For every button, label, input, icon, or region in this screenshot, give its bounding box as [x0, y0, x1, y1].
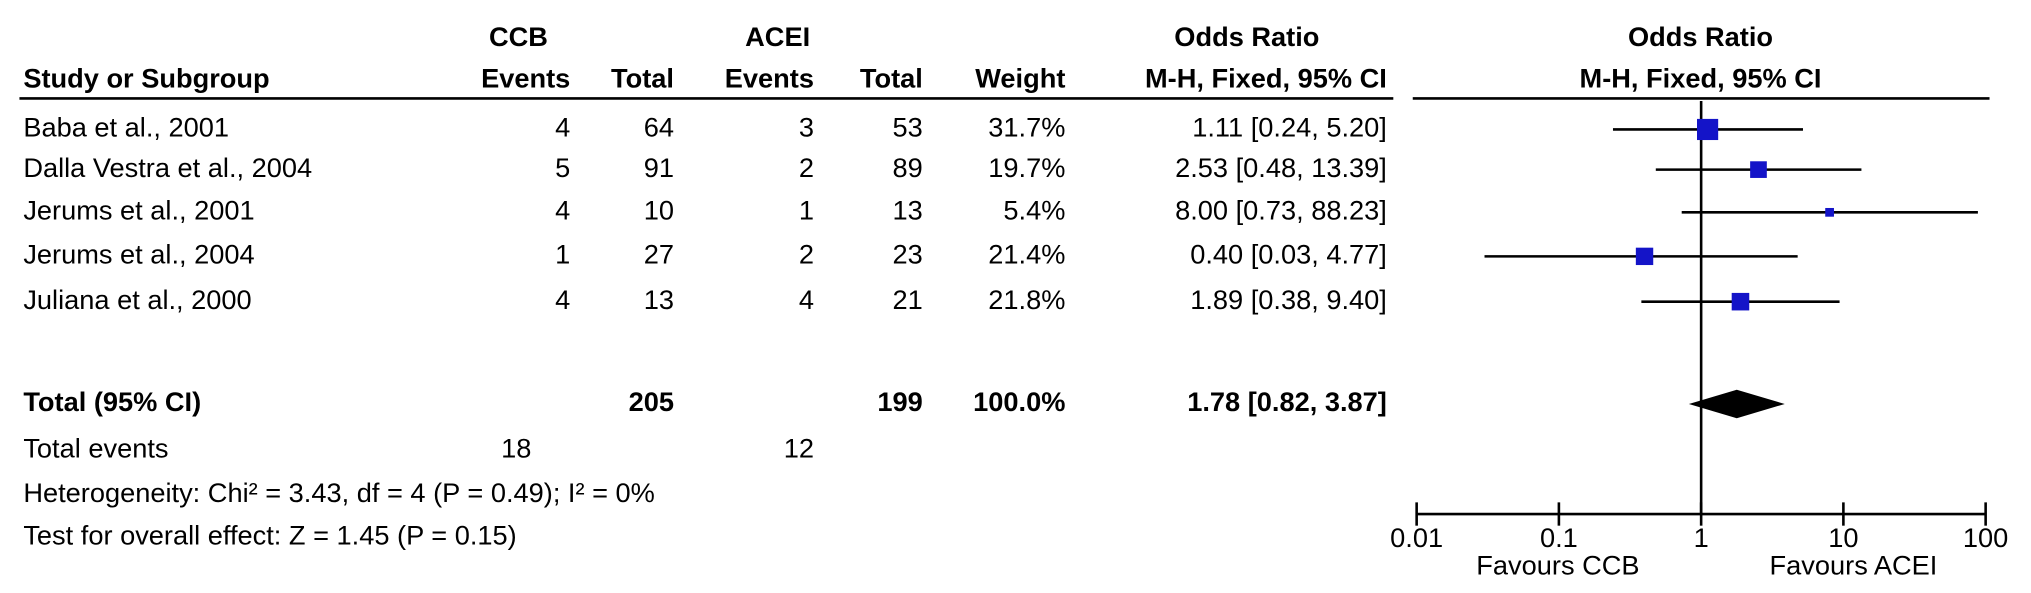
- cell: 53: [893, 112, 923, 143]
- ci-label: 0.40 [0.03, 4.77]: [1190, 239, 1387, 270]
- group-header: ACEI: [745, 21, 810, 52]
- column-header: Events: [481, 62, 570, 93]
- point-estimate: [1825, 207, 1834, 217]
- cell: 1: [555, 239, 570, 270]
- x-tick-label: 0.01: [1390, 522, 1443, 553]
- column-header: Total: [860, 62, 923, 93]
- cell: 27: [644, 239, 674, 270]
- ci-label: 1.78 [0.82, 3.87]: [1187, 386, 1387, 417]
- column-header: M-H, Fixed, 95% CI: [1580, 62, 1822, 93]
- group-header: Odds Ratio: [1174, 21, 1319, 52]
- cell: 2: [799, 239, 814, 270]
- study-name: Jerums et al., 2004: [23, 239, 254, 270]
- group-header: CCB: [489, 21, 548, 52]
- column-header: Weight: [975, 62, 1065, 93]
- x-tick-label: 100: [1963, 522, 2008, 553]
- ci-label: 1.11 [0.24, 5.20]: [1192, 112, 1387, 143]
- summary-diamond: [1688, 389, 1785, 419]
- cell: 205: [629, 386, 674, 417]
- study-name: Jerums et al., 2001: [23, 195, 254, 226]
- cell: 23: [893, 239, 923, 270]
- cell: 13: [893, 195, 923, 226]
- cell: 21: [893, 284, 923, 315]
- cell: 13: [644, 284, 674, 315]
- study-name: Dalla Vestra et al., 2004: [23, 152, 312, 183]
- x-tick-label: 10: [1828, 522, 1858, 553]
- favours-label: Favours ACEI: [1770, 549, 1938, 580]
- weight: 19.7%: [988, 152, 1065, 183]
- cell: 12: [784, 433, 814, 464]
- x-tick-label: 0.1: [1540, 522, 1578, 553]
- ci-label: 8.00 [0.73, 88.23]: [1175, 195, 1387, 226]
- ci-label: 1.89 [0.38, 9.40]: [1190, 284, 1387, 315]
- weight: 31.7%: [988, 112, 1065, 143]
- study-name: Baba et al., 2001: [23, 112, 229, 143]
- favours-label: Favours CCB: [1476, 549, 1639, 580]
- cell: 199: [877, 386, 922, 417]
- cell: 4: [555, 112, 570, 143]
- column-header: Study or Subgroup: [23, 62, 269, 93]
- cell: 18: [501, 433, 531, 464]
- x-tick-label: 1: [1694, 522, 1709, 553]
- ci-label: 2.53 [0.48, 13.39]: [1175, 152, 1387, 183]
- overall-effect: Test for overall effect: Z = 1.45 (P = 0…: [23, 520, 516, 551]
- column-header: M-H, Fixed, 95% CI: [1145, 62, 1387, 93]
- total-name: Total (95% CI): [23, 386, 201, 417]
- point-estimate: [1697, 118, 1719, 141]
- cell: 91: [644, 152, 674, 183]
- cell: 4: [799, 284, 814, 315]
- cell: 1: [799, 195, 814, 226]
- group-header: Odds Ratio: [1628, 21, 1773, 52]
- cell: 4: [555, 284, 570, 315]
- weight: 21.8%: [988, 284, 1065, 315]
- cell: 3: [799, 112, 814, 143]
- cell: 2: [799, 152, 814, 183]
- weight: 5.4%: [1003, 195, 1065, 226]
- cell: 10: [644, 195, 674, 226]
- weight: 100.0%: [973, 386, 1065, 417]
- column-header: Events: [725, 62, 814, 93]
- cell: 5: [555, 152, 570, 183]
- cell: 89: [893, 152, 923, 183]
- study-name: Juliana et al., 2000: [23, 284, 251, 315]
- cell: 64: [644, 112, 674, 143]
- point-estimate: [1750, 161, 1767, 178]
- point-estimate: [1635, 247, 1654, 266]
- heterogeneity: Heterogeneity: Chi² = 3.43, df = 4 (P = …: [23, 477, 655, 508]
- cell: 4: [555, 195, 570, 226]
- column-header: Total: [611, 62, 674, 93]
- total-events-name: Total events: [23, 433, 168, 464]
- point-estimate: [1731, 292, 1750, 311]
- weight: 21.4%: [988, 239, 1065, 270]
